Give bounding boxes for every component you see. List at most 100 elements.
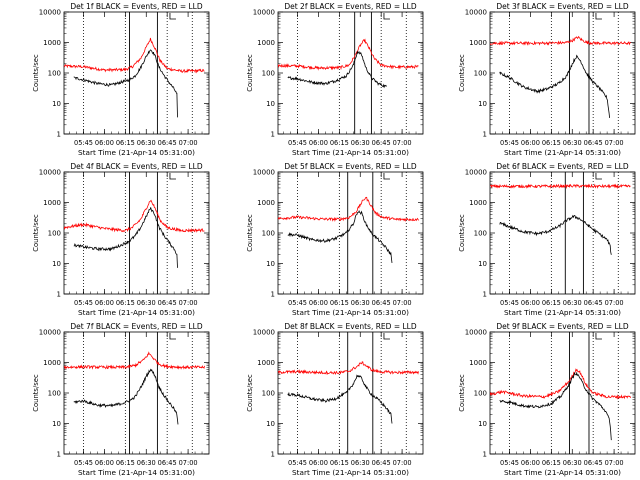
panel-6-ytick-label: 10000 — [465, 169, 487, 177]
panel-3-xtick-label: 06:45 — [584, 139, 603, 147]
panel-3-events-series-line — [499, 54, 610, 118]
panel-3-xtick-label: 06:15 — [542, 139, 561, 147]
panel-8-ytick-label: 1000 — [257, 359, 275, 367]
panel-7-xtick-label: 06:00 — [95, 459, 114, 467]
panel-5-lld-series-line — [278, 196, 419, 222]
panel-7: Det 7f BLACK = Events, RED = LLD 1 10 100 10… — [32, 322, 210, 477]
panel-2-xtick-label: 06:15 — [330, 139, 349, 147]
panel-4-xtick-label: 06:30 — [137, 299, 156, 307]
panel-9-xtick-label: 06:00 — [521, 459, 540, 467]
panel-9-ytick-label: 10 — [478, 420, 487, 428]
panel-6-xtick-label: 05:45 — [500, 299, 519, 307]
panel-9-ytick-label: 100 — [474, 390, 487, 398]
panel-1-xlabel: Start Time (21-Apr-14 05:31:00) — [78, 148, 195, 157]
panel-3-xtick-label: 05:45 — [500, 139, 519, 147]
panel-7-ylabel: Counts/sec — [32, 374, 40, 412]
panel-6-lld-series-line — [490, 183, 631, 190]
panel-1-ytick-label: 10 — [52, 100, 61, 108]
panel-1-events-series-line — [73, 49, 178, 118]
panel-1-ytick-label: 1 — [57, 131, 61, 139]
panel-9-ylabel: Counts/sec — [458, 374, 466, 412]
panel-6-xtick-label: 06:30 — [563, 299, 582, 307]
panel-6-marker — [595, 173, 602, 180]
panel-2-events-series-line — [287, 50, 387, 89]
panel-2-title: Det 2f BLACK = Events, RED = LLD — [284, 2, 417, 11]
panel-6-ytick-label: 100 — [474, 230, 487, 238]
panel-9-ytick-label: 1 — [483, 451, 487, 459]
panel-7-xtick-label: 05:45 — [74, 459, 93, 467]
panel-8-ytick-label: 10000 — [253, 329, 275, 337]
panel-4-ylabel: Counts/sec — [32, 214, 40, 252]
panel-2-ytick-label: 1000 — [257, 39, 275, 47]
panel-8-marker — [383, 333, 390, 340]
panel-3-xtick-label: 06:30 — [563, 139, 582, 147]
panel-8-ytick-label: 1 — [271, 451, 275, 459]
panel-5-title: Det 5f BLACK = Events, RED = LLD — [284, 162, 417, 171]
panel-2-ytick-label: 1 — [271, 131, 275, 139]
panel-2-xlabel: Start Time (21-Apr-14 05:31:00) — [292, 148, 409, 157]
panel-5-xtick-label: 05:45 — [288, 299, 307, 307]
panel-2-xtick-label: 07:00 — [393, 139, 412, 147]
panel-1-ytick-label: 10000 — [39, 9, 61, 17]
panel-2-frame — [277, 11, 424, 135]
panel-4-marker — [169, 173, 176, 180]
panel-4-ytick-label: 10 — [52, 260, 61, 268]
panel-2-xtick-label: 06:45 — [372, 139, 391, 147]
panel-3-xtick-label: 06:00 — [521, 139, 540, 147]
panel-4-xtick-label: 07:00 — [179, 299, 198, 307]
panel-2-xtick-label: 06:00 — [309, 139, 328, 147]
panel-5-xtick-label: 06:15 — [330, 299, 349, 307]
panel-9-xtick-label: 06:15 — [542, 459, 561, 467]
panel-2-ytick-label: 10000 — [253, 9, 275, 17]
panel-9-title: Det 9f BLACK = Events, RED = LLD — [496, 322, 629, 331]
panel-6-frame — [489, 171, 636, 295]
panel-5-xtick-label: 07:00 — [393, 299, 412, 307]
panel-2: Det 2f BLACK = Events, RED = LLD 1 10 100 10… — [246, 2, 424, 157]
panel-4-ytick-label: 10000 — [39, 169, 61, 177]
panel-3: Det 3f BLACK = Events, RED = LLD 1 10 100 10… — [458, 2, 636, 157]
panel-3-marker — [595, 13, 602, 20]
panel-5-ytick-label: 10 — [266, 260, 275, 268]
panel-7-xtick-label: 06:45 — [158, 459, 177, 467]
panel-6-xtick-label: 07:00 — [605, 299, 624, 307]
panel-8-xlabel: Start Time (21-Apr-14 05:31:00) — [292, 468, 409, 477]
panel-6-title: Det 6f BLACK = Events, RED = LLD — [496, 162, 629, 171]
panel-7-frame — [63, 331, 210, 455]
panel-1-lld-series-line — [64, 37, 205, 74]
panel-8-xtick-label: 05:45 — [288, 459, 307, 467]
panel-5-xtick-label: 06:00 — [309, 299, 328, 307]
panel-4-lld-series-line — [64, 199, 205, 233]
panel-1-xtick-label: 07:00 — [179, 139, 198, 147]
panel-1-xtick-label: 06:15 — [116, 139, 135, 147]
panel-2-lld-series-line — [278, 38, 419, 71]
panel-5: Det 5f BLACK = Events, RED = LLD 1 10 100 10… — [246, 162, 424, 317]
panel-5-ytick-label: 1 — [271, 291, 275, 299]
panel-9: Det 9f BLACK = Events, RED = LLD 1 10 100 10… — [458, 322, 636, 477]
panel-9-ytick-label: 1000 — [469, 359, 487, 367]
panel-3-lld-series-line — [490, 35, 631, 46]
panel-7-xtick-label: 07:00 — [179, 459, 198, 467]
panel-1-marker — [169, 13, 176, 20]
panel-9-lld-series-line — [490, 368, 631, 400]
panel-3-ytick-label: 1000 — [469, 39, 487, 47]
panel-1-xtick-label: 06:45 — [158, 139, 177, 147]
panel-5-ytick-label: 1000 — [257, 199, 275, 207]
panel-5-xtick-label: 06:45 — [372, 299, 391, 307]
panel-3-xtick-label: 07:00 — [605, 139, 624, 147]
panel-4: Det 4f BLACK = Events, RED = LLD 1 10 100 10… — [32, 162, 210, 317]
panel-2-ytick-label: 100 — [262, 70, 275, 78]
panel-1-ylabel: Counts/sec — [32, 54, 40, 92]
panel-1-xtick-label: 06:30 — [137, 139, 156, 147]
panel-2-ylabel: Counts/sec — [246, 54, 254, 92]
panel-3-frame — [489, 11, 636, 135]
panel-6-events-series-line — [499, 214, 612, 255]
panel-6-ytick-label: 1 — [483, 291, 487, 299]
panel-9-xtick-label: 06:30 — [563, 459, 582, 467]
panel-9-events-series-line — [499, 371, 612, 441]
panel-7-xlabel: Start Time (21-Apr-14 05:31:00) — [78, 468, 195, 477]
panel-1: Det 1f BLACK = Events, RED = LLD 1 10 100 10… — [32, 2, 210, 157]
panel-5-xlabel: Start Time (21-Apr-14 05:31:00) — [292, 308, 409, 317]
panel-3-xlabel: Start Time (21-Apr-14 05:31:00) — [504, 148, 621, 157]
panel-4-title: Det 4f BLACK = Events, RED = LLD — [70, 162, 203, 171]
panel-8-lld-series-line — [278, 361, 419, 376]
